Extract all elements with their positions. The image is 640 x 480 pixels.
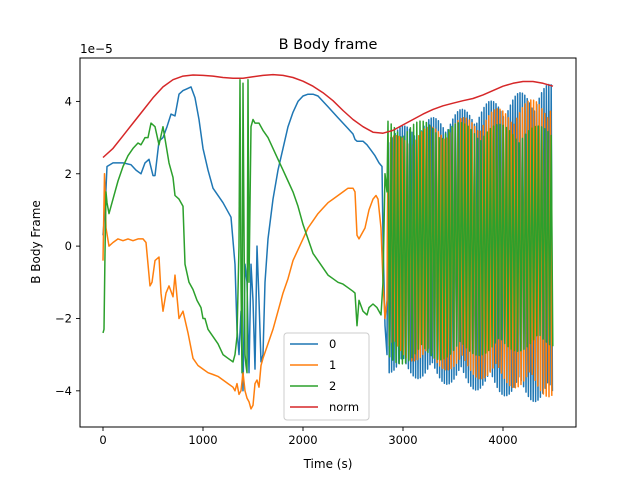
x-tick-label: 4000 — [488, 433, 517, 447]
chart-title: B Body frame — [279, 37, 378, 53]
series-layer — [102, 73, 554, 410]
legend-label-norm: norm — [329, 400, 359, 414]
y-tick-label: 2 — [65, 167, 72, 181]
x-axis-label: Time (s) — [303, 457, 353, 471]
legend-box — [283, 332, 370, 421]
y-offset-label: 1e−5 — [80, 42, 113, 56]
x-tick-label: 0 — [99, 433, 106, 447]
y-axis-label: B Body Frame — [29, 200, 43, 284]
y-tick-label: −2 — [55, 311, 72, 325]
legend-label-1: 1 — [329, 358, 336, 372]
series-line-2 — [102, 78, 554, 374]
y-tick-label: 4 — [65, 94, 72, 108]
legend-label-0: 0 — [329, 337, 336, 351]
x-tick-label: 2000 — [288, 433, 317, 447]
y-tick-label: −4 — [55, 384, 72, 398]
y-axis-ticks: −4 −2 0 2 4 — [55, 94, 80, 398]
plot-frame — [79, 57, 577, 428]
x-tick-label: 1000 — [188, 433, 217, 447]
plot-area — [79, 57, 577, 428]
legend: 0 1 2 norm — [283, 332, 370, 421]
x-axis-ticks: 0 1000 2000 3000 4000 — [99, 427, 518, 447]
y-tick-label: 0 — [65, 239, 72, 253]
series-line-norm — [102, 73, 554, 159]
x-tick-label: 3000 — [388, 433, 417, 447]
legend-label-2: 2 — [329, 379, 336, 393]
